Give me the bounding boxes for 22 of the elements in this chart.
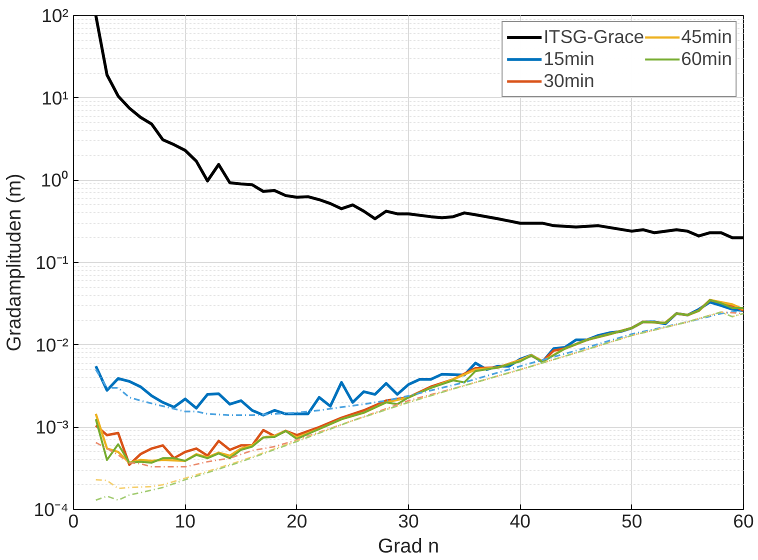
y-tick-label: 10¹: [42, 87, 69, 108]
x-tick-label: 30: [398, 510, 419, 532]
legend-label: 15min: [544, 48, 594, 70]
y-tick-label: 10⁻⁴: [34, 499, 69, 520]
y-tick-label: 10⁰: [40, 170, 69, 191]
x-tick-label: 50: [621, 510, 642, 532]
line-series: [94, 16, 744, 240]
x-tick-label: 20: [286, 510, 308, 532]
x-tick-label: 0: [68, 510, 79, 532]
y-tick-label: 10²: [42, 5, 69, 26]
x-tick-label: 60: [733, 510, 754, 532]
x-tick-label: 10: [174, 510, 196, 532]
legend-label: 45min: [681, 26, 732, 48]
legend-label: 30min: [544, 70, 594, 92]
legend-label: ITSG-Grace: [544, 26, 644, 48]
legend-label: 60min: [681, 48, 732, 70]
y-tick-label: 10⁻³: [36, 416, 69, 438]
y-axis-title: Gradamplituden (m): [4, 174, 26, 352]
x-tick-label: 40: [510, 510, 531, 532]
x-axis-title: Grad n: [378, 536, 440, 558]
y-tick-label: 10⁻¹: [36, 252, 69, 273]
y-tick-label: 10⁻²: [36, 334, 69, 356]
